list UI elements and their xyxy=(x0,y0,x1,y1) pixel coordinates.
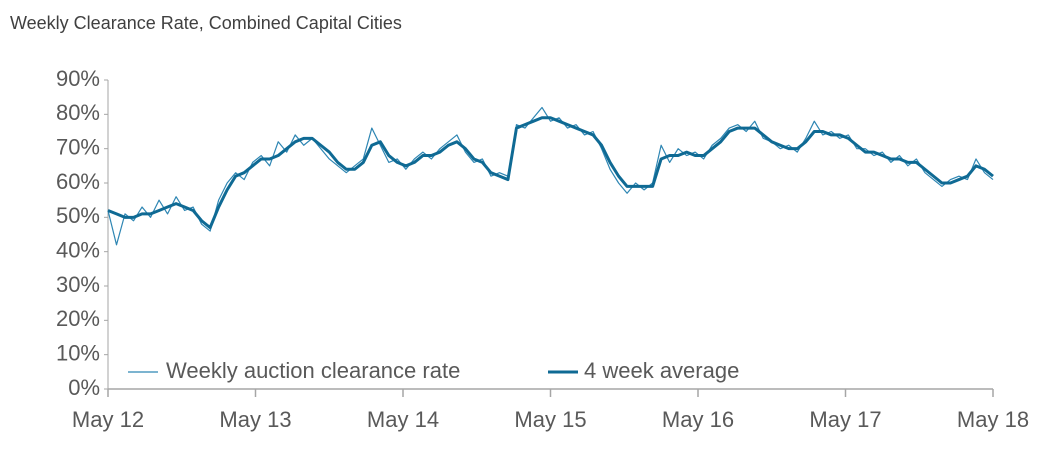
x-tick-label: May 17 xyxy=(809,407,881,432)
x-tick-label: May 18 xyxy=(957,407,1029,432)
x-tick-label: May 16 xyxy=(662,407,734,432)
y-tick-label: 40% xyxy=(56,237,100,262)
y-tick-label: 80% xyxy=(56,100,100,125)
y-tick-label: 60% xyxy=(56,169,100,194)
y-tick-label: 10% xyxy=(56,340,100,365)
legend-label: Weekly auction clearance rate xyxy=(166,358,460,383)
legend-label: 4 week average xyxy=(584,358,739,383)
x-tick-label: May 15 xyxy=(514,407,586,432)
y-tick-label: 70% xyxy=(56,134,100,159)
x-tick-label: May 14 xyxy=(367,407,439,432)
series-line xyxy=(107,116,994,230)
x-tick-label: May 12 xyxy=(72,407,144,432)
y-tick-label: 30% xyxy=(56,272,100,297)
x-tick-label: May 13 xyxy=(219,407,291,432)
y-tick-label: 20% xyxy=(56,306,100,331)
series-line xyxy=(107,106,994,246)
y-tick-label: 50% xyxy=(56,203,100,228)
y-tick-label: 90% xyxy=(56,66,100,91)
chart-title: Weekly Clearance Rate, Combined Capital … xyxy=(10,13,402,33)
y-tick-label: 0% xyxy=(68,375,100,400)
